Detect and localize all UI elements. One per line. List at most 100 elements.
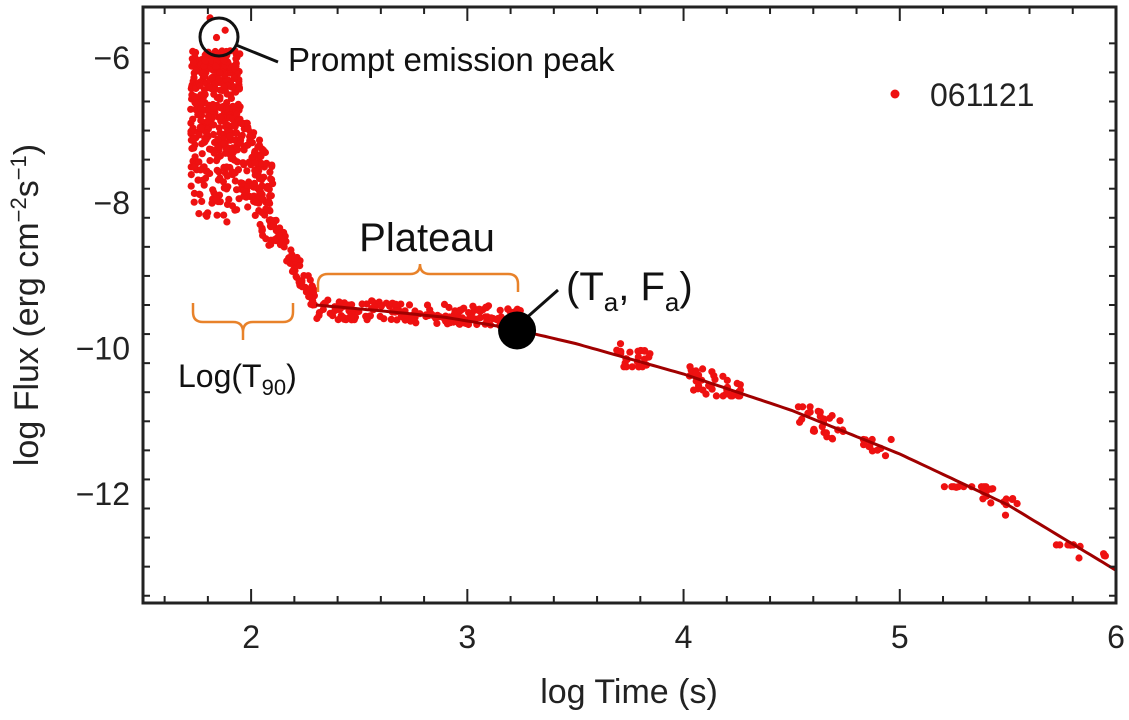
data-point: [205, 83, 213, 91]
data-point: [228, 115, 237, 123]
data-point: [213, 166, 221, 174]
data-point: [881, 452, 890, 460]
data-point: [865, 443, 873, 451]
data-point: [376, 312, 384, 320]
data-point: [203, 167, 211, 175]
data-point: [192, 48, 200, 57]
data-point: [195, 131, 203, 139]
y-axis-title-close: ): [8, 144, 46, 155]
data-point: [189, 124, 197, 132]
data-point: [191, 93, 199, 101]
data-point: [287, 246, 295, 254]
data-point: [196, 82, 204, 90]
data-point: [244, 183, 252, 191]
data-point: [213, 211, 221, 219]
data-point: [242, 188, 250, 196]
plateau-brace: [316, 263, 520, 292]
data-point: [230, 74, 238, 82]
data-point: [238, 179, 247, 187]
data-point: [446, 319, 454, 327]
data-point: [192, 67, 200, 75]
legend-label: 061121: [930, 77, 1034, 113]
data-point: [1013, 500, 1021, 508]
data-point: [190, 198, 198, 206]
y-axis-title-main: log Flux (erg cm: [8, 222, 46, 466]
y-axis-title-exp1: −2: [6, 197, 31, 222]
data-point: [222, 120, 230, 128]
data-point: [339, 313, 347, 321]
data-point: [292, 272, 300, 280]
data-point: [401, 316, 409, 324]
ta-fa-label: (Ta, Fa): [566, 265, 693, 317]
data-point: [215, 124, 223, 132]
data-point: [256, 184, 264, 192]
data-point: [309, 297, 317, 305]
data-point: [270, 217, 278, 225]
data-point: [699, 365, 707, 373]
data-point: [195, 210, 203, 218]
data-point: [229, 148, 237, 157]
data-point: [262, 205, 270, 213]
data-point: [1001, 511, 1010, 519]
y-axis-title-exp2: −1: [6, 155, 31, 180]
data-point: [257, 152, 265, 160]
prompt-peak-annotation: Prompt emission peak: [198, 16, 615, 78]
data-point: [197, 91, 205, 99]
data-point: [828, 412, 836, 420]
data-point: [873, 446, 882, 454]
data-point: [229, 102, 237, 110]
ta-fa-marker: [498, 311, 537, 350]
data-point: [234, 100, 242, 108]
y-tick-label: −12: [76, 476, 130, 512]
data-point: [210, 189, 218, 197]
data-point: [475, 305, 483, 313]
data-point: [198, 150, 206, 158]
data-point: [212, 195, 220, 203]
data-point: [987, 485, 995, 493]
data-point: [210, 102, 218, 111]
data-point: [1075, 554, 1083, 562]
data-point: [203, 212, 211, 220]
data-point: [254, 143, 262, 151]
data-point: [358, 300, 366, 308]
data-point: [979, 495, 987, 503]
data-point: [496, 306, 504, 314]
data-point: [482, 303, 490, 311]
t90-label-sub: 90: [262, 375, 286, 400]
data-point: [244, 125, 252, 133]
data-point: [187, 105, 195, 113]
legend-marker: [890, 89, 900, 99]
data-point: [231, 177, 239, 185]
data-point: [257, 159, 265, 167]
data-point: [216, 129, 224, 137]
data-point: [468, 314, 476, 322]
data-point: [456, 306, 464, 314]
data-point: [232, 62, 240, 70]
data-point: [189, 58, 198, 67]
data-point: [728, 391, 736, 399]
data-point: [202, 136, 210, 144]
data-point: [206, 157, 214, 165]
data-point: [409, 314, 417, 322]
data-point: [263, 184, 271, 192]
data-point: [246, 139, 254, 147]
data-point: [940, 483, 949, 491]
data-point: [313, 314, 321, 323]
data-point: [233, 110, 241, 118]
peak-point: [221, 26, 229, 34]
data-point: [445, 303, 453, 312]
data-point: [217, 113, 225, 121]
data-point: [265, 198, 273, 206]
ta-fa-sub2: a: [665, 287, 680, 317]
data-point: [220, 211, 228, 219]
data-point: [250, 149, 259, 157]
data-point: [712, 392, 721, 400]
data-point: [197, 116, 205, 125]
data-point: [210, 149, 218, 157]
ta-fa-annotation: (Ta, Fa): [498, 265, 693, 350]
data-point: [796, 418, 804, 426]
fit-line: [315, 303, 1117, 572]
y-axis-title: log Flux (erg cm−2s−1): [6, 144, 46, 466]
data-point: [794, 403, 803, 411]
data-point: [192, 99, 200, 107]
